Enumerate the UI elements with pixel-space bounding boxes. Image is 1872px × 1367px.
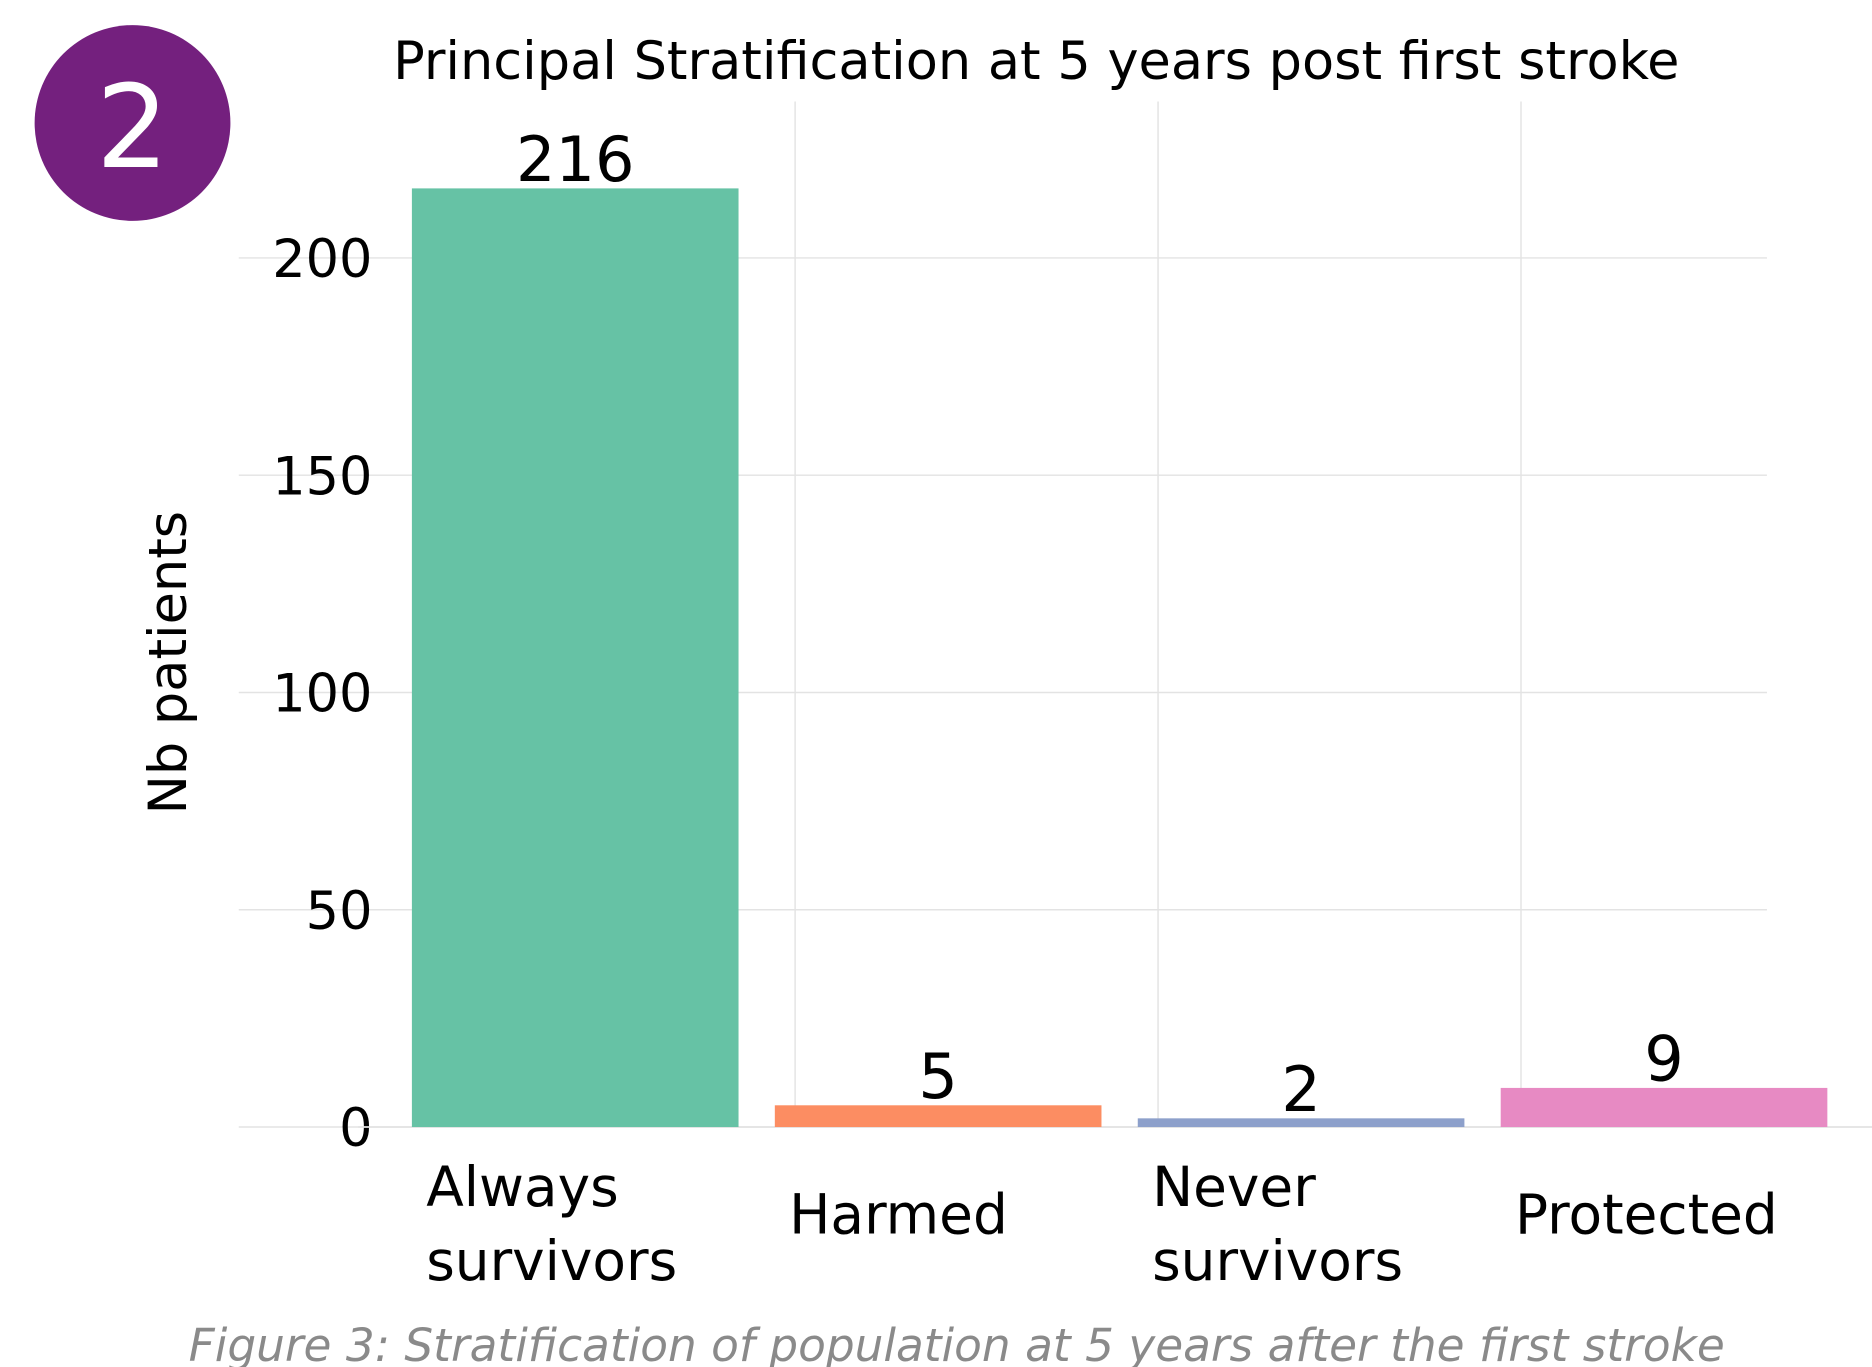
x-tick-line: Harmed [789, 1182, 1008, 1246]
value-label: 9 [1644, 1023, 1684, 1096]
x-tick-line: survivors [1152, 1229, 1403, 1293]
x-tick-line: Never [1152, 1155, 1316, 1219]
value-label: 5 [918, 1040, 957, 1113]
badge-number: 2 [96, 62, 169, 195]
bar [1137, 1118, 1465, 1128]
y-axis-label: Nb patients [138, 511, 199, 815]
caption: Figure 3: Stratification of population a… [189, 1319, 1725, 1367]
vertical-grid [794, 101, 1522, 1128]
value-label: 2 [1281, 1053, 1320, 1126]
x-tick-line: Protected [1515, 1182, 1778, 1246]
y-tick-label: 200 [272, 229, 372, 290]
x-tick-label: Always survivors [426, 1155, 677, 1293]
badge-circle [34, 25, 231, 221]
y-tick-label: 0 [339, 1098, 372, 1159]
x-tick-label: Harmed [789, 1182, 1008, 1246]
x-tick-line: survivors [426, 1229, 677, 1293]
x-tick-line: Always [426, 1155, 618, 1219]
bar [1500, 1087, 1828, 1128]
bar [411, 188, 739, 1128]
y-tick-label: 100 [272, 664, 372, 725]
y-tick-label: 150 [272, 446, 372, 507]
y-tick-label: 50 [306, 881, 373, 942]
bar [774, 1105, 1102, 1128]
chart-title: Principal Stratification at 5 years post… [393, 31, 1679, 92]
x-tick-label: Protected [1515, 1182, 1778, 1246]
value-label: 216 [516, 123, 635, 196]
x-tick-label: Never survivors [1152, 1155, 1403, 1293]
